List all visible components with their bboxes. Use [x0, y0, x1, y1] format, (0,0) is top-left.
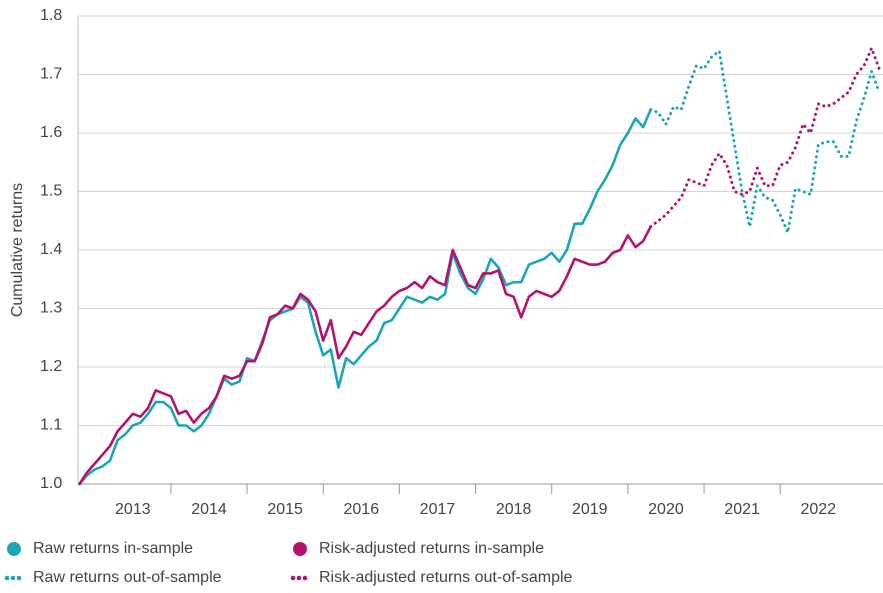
legend-label: Risk-adjusted returns out-of-sample — [319, 569, 573, 586]
y-axis-label: Cumulative returns — [9, 183, 26, 317]
series-line — [649, 46, 881, 229]
y-tick-label: 1.0 — [40, 475, 62, 492]
y-tick-label: 1.8 — [40, 7, 62, 24]
y-tick-label: 1.7 — [40, 66, 62, 83]
y-tick-label: 1.1 — [40, 417, 62, 434]
legend-label: Raw returns in-sample — [33, 540, 193, 557]
x-tick-label: 2018 — [496, 501, 532, 518]
y-tick-label: 1.4 — [40, 241, 62, 258]
x-tick-label: 2014 — [191, 501, 227, 518]
series-line — [649, 49, 881, 234]
y-tick-label: 1.6 — [40, 124, 62, 141]
x-tick-label: 2013 — [115, 501, 151, 518]
series-line — [78, 108, 652, 486]
y-tick-label: 1.2 — [40, 358, 62, 375]
x-tick-label: 2021 — [724, 501, 760, 518]
legend-swatch — [16, 575, 22, 581]
legend-swatch — [10, 575, 16, 581]
x-tick-label: 2022 — [800, 501, 836, 518]
legend-label: Raw returns out-of-sample — [33, 569, 222, 586]
legend-swatch — [302, 575, 308, 581]
y-tick-label: 1.5 — [40, 183, 62, 200]
legend-swatch — [7, 542, 21, 556]
x-tick-label: 2019 — [572, 501, 608, 518]
legend-swatch — [4, 575, 10, 581]
legend-swatch — [296, 575, 302, 581]
legend-swatch — [290, 575, 296, 581]
x-tick-label: 2017 — [420, 501, 456, 518]
legend-swatch — [293, 542, 307, 556]
x-tick-label: 2016 — [344, 501, 380, 518]
x-tick-label: 2015 — [267, 501, 303, 518]
x-tick-label: 2020 — [648, 501, 684, 518]
series-line — [78, 225, 652, 486]
y-tick-label: 1.3 — [40, 300, 62, 317]
legend-label: Risk-adjusted returns in-sample — [319, 540, 544, 557]
